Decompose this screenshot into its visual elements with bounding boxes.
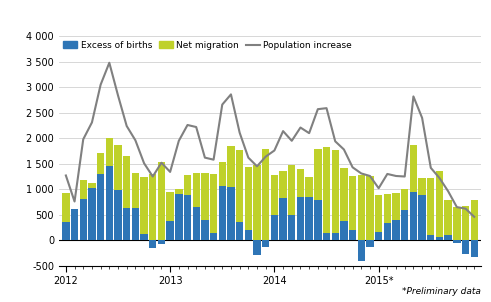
Bar [166, 221, 174, 240]
Bar [305, 198, 313, 240]
Bar [88, 183, 96, 240]
Bar [383, 223, 391, 240]
Bar [192, 173, 200, 240]
Bar [253, 165, 261, 240]
Bar [201, 220, 209, 240]
Bar [323, 147, 330, 240]
Bar [175, 189, 183, 240]
Bar [349, 176, 356, 240]
Bar [71, 209, 78, 240]
Bar [62, 222, 70, 240]
Bar [340, 168, 348, 240]
Bar [462, 240, 469, 254]
Bar [444, 235, 452, 240]
Bar [227, 146, 235, 240]
Bar [357, 240, 365, 261]
Bar [192, 207, 200, 240]
Bar [331, 150, 339, 240]
Bar [375, 195, 382, 240]
Bar [97, 175, 104, 240]
Bar [132, 173, 139, 240]
Bar [331, 233, 339, 240]
Bar [462, 206, 469, 240]
Bar [71, 233, 78, 240]
Bar [401, 189, 409, 240]
Bar [140, 234, 148, 240]
Bar [149, 174, 157, 240]
Bar [140, 177, 148, 240]
Bar [470, 240, 478, 257]
Bar [245, 167, 252, 240]
Bar [288, 165, 296, 240]
Bar [114, 145, 122, 240]
Bar [297, 169, 304, 240]
Bar [184, 175, 191, 240]
Bar [132, 208, 139, 240]
Bar [106, 138, 113, 240]
Bar [158, 240, 165, 244]
Bar [418, 178, 426, 240]
Bar [114, 190, 122, 240]
Bar [62, 193, 70, 240]
Bar [392, 220, 400, 240]
Bar [236, 150, 244, 240]
Bar [201, 173, 209, 240]
Bar [97, 153, 104, 240]
Bar [314, 201, 322, 240]
Bar [436, 171, 443, 240]
Bar [123, 156, 131, 240]
Bar [366, 240, 374, 247]
Bar [453, 207, 461, 240]
Bar [297, 198, 304, 240]
Bar [305, 176, 313, 240]
Text: *Preliminary data: *Preliminary data [402, 287, 481, 296]
Bar [409, 145, 417, 240]
Bar [453, 240, 461, 243]
Bar [123, 207, 131, 240]
Bar [383, 194, 391, 240]
Bar [279, 171, 287, 240]
Bar [184, 195, 191, 240]
Bar [418, 195, 426, 240]
Bar [210, 175, 218, 240]
Bar [218, 162, 226, 240]
Bar [323, 233, 330, 240]
Bar [262, 240, 270, 247]
Bar [279, 198, 287, 240]
Bar [436, 237, 443, 240]
Bar [175, 194, 183, 240]
Bar [470, 201, 478, 240]
Bar [401, 210, 409, 240]
Bar [88, 188, 96, 240]
Bar [366, 176, 374, 240]
Bar [236, 222, 244, 240]
Bar [106, 166, 113, 240]
Bar [158, 162, 165, 240]
Bar [149, 240, 157, 248]
Bar [340, 221, 348, 240]
Bar [253, 240, 261, 255]
Bar [80, 199, 87, 240]
Bar [166, 192, 174, 240]
Bar [218, 186, 226, 240]
Bar [357, 175, 365, 240]
Bar [262, 149, 270, 240]
Bar [349, 230, 356, 240]
Bar [271, 175, 278, 240]
Legend: Excess of births, Net migration, Population increase: Excess of births, Net migration, Populat… [63, 41, 352, 50]
Bar [427, 235, 435, 240]
Bar [227, 187, 235, 240]
Bar [271, 215, 278, 240]
Bar [80, 180, 87, 240]
Bar [444, 201, 452, 240]
Bar [210, 233, 218, 240]
Bar [392, 193, 400, 240]
Bar [409, 192, 417, 240]
Bar [288, 215, 296, 240]
Bar [375, 232, 382, 240]
Bar [427, 178, 435, 240]
Bar [314, 149, 322, 240]
Bar [245, 230, 252, 240]
